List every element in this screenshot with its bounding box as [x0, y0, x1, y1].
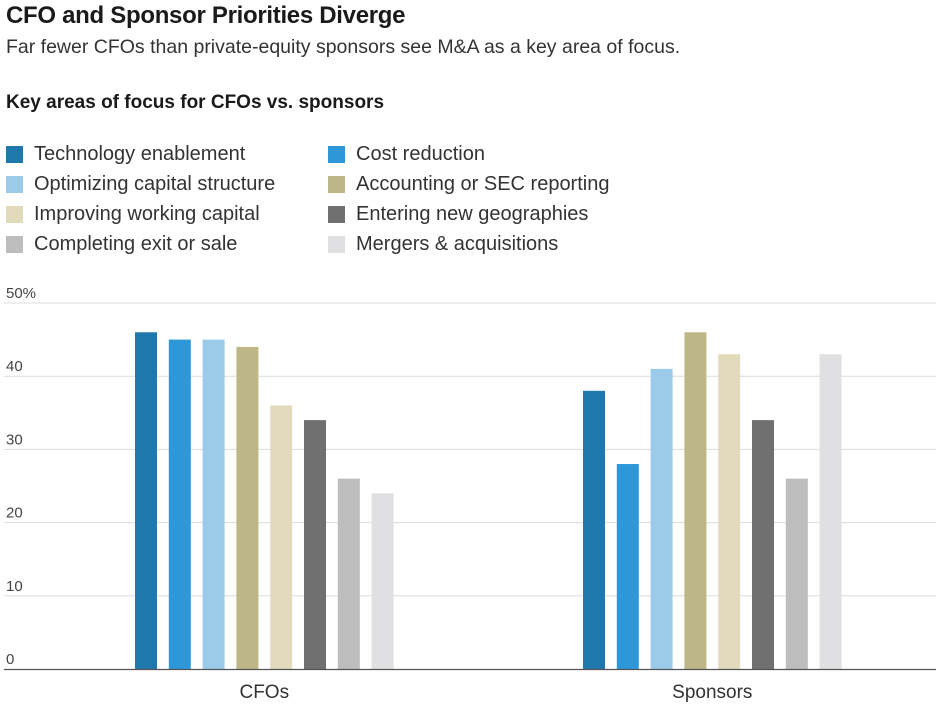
chart-subtitle: Far fewer CFOs than private-equity spons… [6, 36, 681, 58]
legend-swatch [6, 235, 23, 253]
legend-item: Cost reduction [328, 141, 485, 167]
bar [371, 493, 394, 669]
bar [583, 390, 605, 669]
bar [752, 420, 774, 669]
legend-label: Mergers & acquisitions [356, 232, 559, 255]
x-category-label: Sponsors [672, 682, 752, 703]
bar [270, 405, 293, 669]
bar [236, 346, 259, 669]
x-category-label: CFOs [239, 682, 289, 703]
bar [337, 478, 360, 669]
legend-swatch [6, 205, 23, 223]
bar [135, 332, 157, 669]
legend-swatch [328, 235, 345, 253]
y-tick-label: 10 [6, 578, 23, 595]
y-tick-label: 0 [6, 651, 14, 668]
legend-item: Completing exit or sale [6, 231, 237, 257]
legend-label: Optimizing capital structure [34, 172, 276, 195]
y-tick-label: 20 [6, 505, 23, 522]
legend-swatch [6, 145, 23, 163]
y-tick-label: 40 [6, 358, 23, 375]
y-tick-label: 30 [6, 431, 23, 448]
chart-title: CFO and Sponsor Priorities Diverge [6, 2, 406, 29]
legend-item: Accounting or SEC reporting [328, 171, 609, 197]
bar [650, 368, 673, 669]
legend-swatch [6, 175, 23, 193]
legend-label: Cost reduction [356, 142, 485, 165]
legend-item: Improving working capital [6, 201, 260, 227]
legend-label: Improving working capital [34, 202, 260, 225]
bar [202, 339, 225, 669]
legend-label: Completing exit or sale [34, 232, 238, 255]
bar [684, 332, 707, 669]
legend-item: Optimizing capital structure [6, 171, 275, 197]
legend-label: Accounting or SEC reporting [356, 172, 610, 195]
chart-heading: Key areas of focus for CFOs vs. sponsors [6, 92, 385, 113]
legend-swatch [328, 175, 345, 193]
bar [168, 339, 191, 669]
legend-item: Mergers & acquisitions [328, 231, 558, 257]
legend-swatch [328, 205, 345, 223]
legend-label: Entering new geographies [356, 202, 589, 225]
bar [785, 478, 808, 669]
bar [304, 420, 326, 669]
y-tick-label: 50% [6, 285, 36, 302]
legend-item: Technology enablement [6, 141, 245, 167]
bar [819, 354, 842, 669]
bar [616, 464, 639, 669]
legend-item: Entering new geographies [328, 201, 588, 227]
legend-label: Technology enablement [34, 142, 246, 165]
legend-swatch [328, 145, 345, 163]
bar [718, 354, 741, 669]
